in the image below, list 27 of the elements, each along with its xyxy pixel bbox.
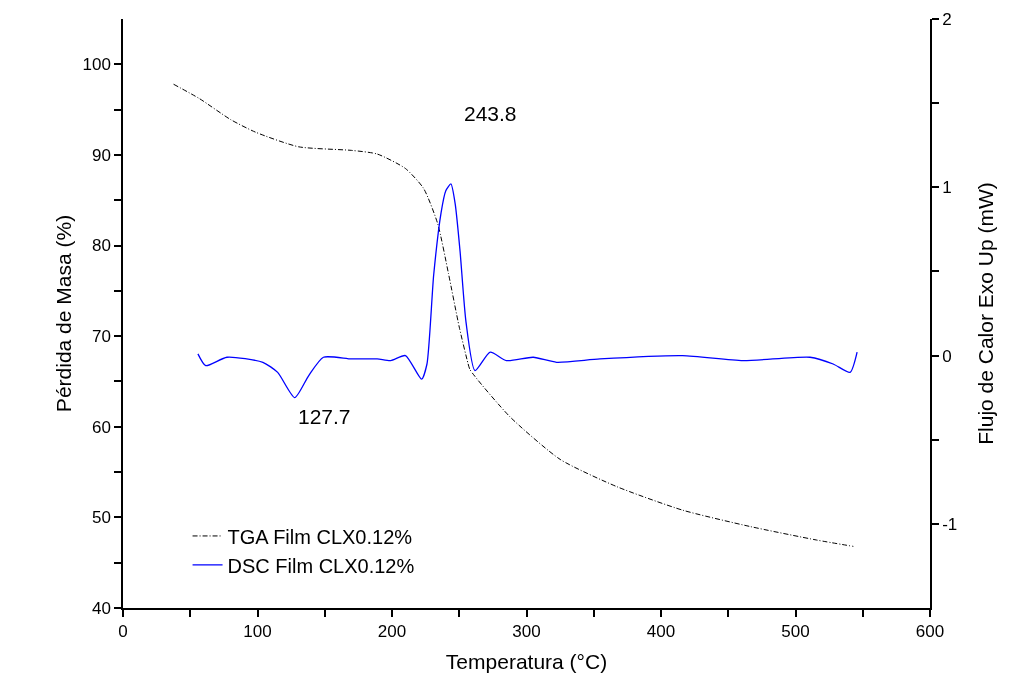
legend-label: TGA Film CLX0.12% — [227, 525, 413, 548]
y-tick-label: 60 — [91, 417, 111, 437]
x-tick-label: 600 — [915, 622, 945, 642]
y-tick-label: 70 — [91, 327, 111, 347]
annotation: 243.8 — [464, 102, 517, 125]
x-tick-label: 100 — [243, 622, 272, 642]
annotation: 127.7 — [298, 405, 351, 428]
line-series — [173, 83, 854, 547]
y-axis-title: Pérdida de Masa (%) — [51, 214, 75, 413]
y2-tick-label: 1 — [942, 178, 952, 198]
x-tick-label: 200 — [377, 622, 407, 642]
x-tick-label: 0 — [118, 622, 128, 642]
y2-tick-label: 2 — [942, 9, 952, 29]
y-tick-label: 90 — [91, 145, 111, 165]
y-tick-label: 50 — [91, 508, 111, 528]
y-tick-label: 40 — [91, 598, 111, 618]
y2-tick-label: -1 — [942, 514, 958, 534]
line-series — [197, 183, 858, 399]
y2-tick-label: 0 — [942, 346, 952, 366]
y-tick-label: 80 — [91, 236, 111, 256]
x-axis-title: Temperatura (°C) — [445, 649, 608, 673]
x-tick-label: 400 — [646, 622, 676, 642]
legend-label: DSC Film CLX0.12% — [227, 554, 415, 577]
x-tick-label: 500 — [781, 622, 810, 642]
y-tick-label: 100 — [82, 55, 111, 75]
y2-axis-title: Flujo de Calor Exo Up (mW) — [974, 182, 997, 445]
x-tick-label: 300 — [512, 622, 541, 642]
